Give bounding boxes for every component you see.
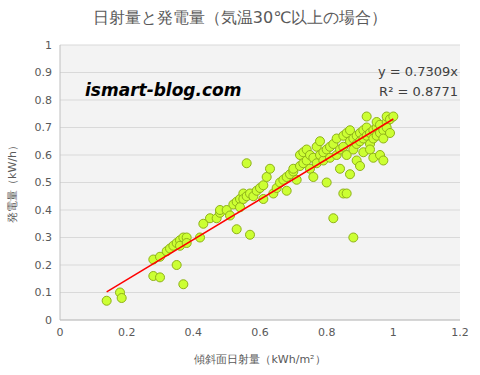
html-text:R² = 0.8771: R² = 0.8771	[379, 84, 458, 99]
svg-text:0.5: 0.5	[35, 176, 53, 189]
svg-text:0: 0	[57, 326, 64, 339]
svg-text:0.8: 0.8	[35, 94, 53, 107]
html-text:傾斜面日射量（kWh/m²）: 傾斜面日射量（kWh/m²）	[194, 353, 326, 366]
svg-text:1.2: 1.2	[451, 326, 469, 339]
svg-text:1: 1	[390, 326, 397, 339]
svg-text:0.6: 0.6	[35, 149, 53, 162]
svg-text:0.6: 0.6	[251, 326, 269, 339]
svg-text:0.2: 0.2	[35, 259, 53, 272]
html-text:ismart-blog.com: ismart-blog.com	[85, 80, 242, 100]
html-text:発電量（kW/h）: 発電量（kW/h）	[5, 140, 19, 223]
svg-text:0.4: 0.4	[35, 204, 53, 217]
svg-text:0.1: 0.1	[35, 286, 53, 299]
svg-text:0.9: 0.9	[35, 66, 53, 79]
svg-text:0.7: 0.7	[35, 121, 53, 134]
svg-text:0.8: 0.8	[318, 326, 336, 339]
svg-text:1: 1	[45, 39, 52, 52]
svg-text:0.3: 0.3	[35, 231, 53, 244]
html-text:日射量と発電量（気温30℃以上の場合）: 日射量と発電量（気温30℃以上の場合）	[92, 8, 388, 27]
svg-text:0.2: 0.2	[118, 326, 136, 339]
svg-text:0.4: 0.4	[185, 326, 203, 339]
html-text:y = 0.7309x: y = 0.7309x	[378, 64, 458, 79]
svg-text:0: 0	[45, 314, 52, 327]
